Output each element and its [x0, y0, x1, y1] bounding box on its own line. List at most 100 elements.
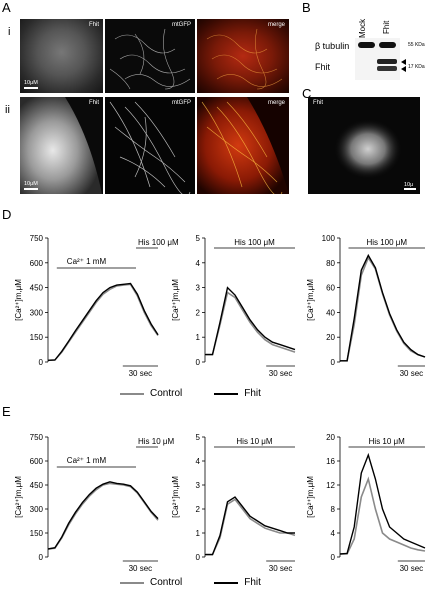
d3-series-fhit: [340, 253, 426, 362]
e3-ytick-label-0: 0: [331, 553, 336, 562]
d1-ca-label: Ca²⁺ 1 mM: [67, 257, 107, 266]
d3-y-label: [Ca²⁺]m,μM: [306, 279, 315, 321]
e3-ytick-label-4: 16: [326, 457, 335, 466]
d1-his-label: His 100 μM: [138, 238, 179, 247]
d2-series-fhit: [205, 286, 296, 356]
e1-series-fhit: [47, 481, 159, 550]
micrograph-fhit-ii: Fhit 10μM: [20, 97, 103, 194]
e1-ytick-label-2: 300: [30, 505, 44, 514]
e3-ytick-label-5: 20: [326, 433, 335, 442]
arrowhead-lower: [401, 66, 406, 72]
d1-series-fhit: [47, 282, 159, 361]
d3-his-label: His 100 μM: [366, 238, 407, 247]
d1-y-label: [Ca²⁺]m,μM: [14, 279, 23, 321]
band-fhit-upper: [377, 59, 397, 64]
panel-label-b: B: [302, 0, 311, 15]
micrograph-panel-c: Fhit 10μ: [308, 97, 420, 194]
panel-label-a: A: [2, 0, 11, 15]
e3-ytick-label-2: 8: [331, 505, 336, 514]
legend-swatch-fhit: [214, 392, 239, 395]
d3-ytick-label-5: 100: [322, 234, 336, 243]
legend-swatch-control-e: [120, 581, 144, 584]
d2-ytick-label-3: 3: [196, 284, 201, 293]
d1-ytick-label-1: 150: [30, 333, 44, 342]
e3-series-control: [340, 476, 426, 555]
d3-ytick-label-1: 20: [326, 333, 335, 342]
e1-ytick-label-3: 450: [30, 481, 44, 490]
d1-time-label: 30 sec: [129, 369, 153, 378]
d1-ytick-label-3: 450: [30, 284, 44, 293]
micrograph-label-merge: merge: [267, 22, 285, 28]
panel-label-c: C: [302, 86, 312, 101]
e2-y-label: [Ca²⁺]m,μM: [171, 476, 180, 518]
e2-ytick-label-5: 5: [196, 433, 201, 442]
e1-series-control: [47, 482, 159, 550]
band-tubulin-fhit: [379, 42, 396, 48]
micrograph-label-mtgfp-ii: mtGFP: [172, 100, 191, 106]
d3-ytick-label-3: 60: [326, 284, 335, 293]
e2-time-label: 30 sec: [269, 564, 293, 573]
micrograph-label-fhit-ii: Fhit: [88, 100, 99, 106]
western-row-tubulin: β tubulin: [315, 41, 350, 51]
e2-ytick-label-2: 2: [196, 505, 201, 514]
e2-ytick-label-3: 3: [196, 481, 201, 490]
d2-y-label: [Ca²⁺]m,μM: [171, 279, 180, 321]
arrowhead-upper: [401, 59, 406, 65]
e3-his-label: His 10 μM: [369, 437, 406, 446]
legend-label-fhit: Fhit: [244, 388, 261, 399]
panel-c-scale: 10μ: [404, 182, 416, 190]
e1-y-label: [Ca²⁺]m,μM: [14, 476, 23, 518]
e2-ytick-label-4: 4: [196, 457, 201, 466]
d3-ytick-label-2: 40: [326, 308, 335, 317]
legend-swatch-fhit-e: [214, 581, 239, 584]
scale-bar: 10μM: [24, 80, 38, 89]
d1-ytick-label-2: 300: [30, 308, 44, 317]
kda-55: 55 KDa: [408, 42, 425, 48]
d3-ytick-label-4: 80: [326, 259, 335, 268]
d3-ytick-label-0: 0: [331, 358, 336, 367]
legend-e: Control Fhit: [120, 577, 261, 588]
d3-time-label: 30 sec: [400, 369, 424, 378]
d1-series-control: [47, 283, 159, 362]
micrograph-mtgfp-i: mtGFP: [105, 19, 195, 93]
legend-label-control: Control: [150, 388, 183, 399]
panel-label-ai: i: [8, 26, 11, 38]
d2-ytick-label-5: 5: [196, 234, 201, 243]
western-blot: [355, 38, 400, 80]
e3-time-label: 30 sec: [400, 564, 424, 573]
kda-17: 17 KDa: [408, 64, 425, 70]
cell-fhit-c: [334, 119, 402, 179]
e2-ytick-label-1: 1: [196, 529, 201, 538]
legend-label-fhit-e: Fhit: [244, 577, 261, 588]
cell-shape: [20, 97, 102, 194]
e1-ytick-label-4: 600: [30, 457, 44, 466]
panel-label-aii: ii: [5, 104, 10, 116]
band-fhit-lower: [377, 66, 397, 71]
e1-his-label: His 10 μM: [138, 437, 175, 446]
e3-ytick-label-3: 12: [326, 481, 335, 490]
merge-pattern-ii: [197, 97, 289, 194]
micrograph-merge-ii: merge: [197, 97, 289, 194]
d2-ytick-label-1: 1: [196, 333, 201, 342]
scale-bar-ii: 10μM: [24, 181, 38, 190]
d2-ytick-label-2: 2: [196, 308, 201, 317]
e2-series-fhit: [205, 496, 295, 556]
micrograph-label-merge-ii: merge: [267, 100, 285, 106]
e3-ytick-label-1: 4: [331, 529, 336, 538]
d2-ytick-label-4: 4: [196, 259, 201, 268]
e2-his-label: His 10 μM: [236, 437, 273, 446]
legend-d: Control Fhit: [120, 388, 261, 399]
e1-ca-label: Ca²⁺ 1 mM: [67, 456, 107, 465]
d2-ytick-label-0: 0: [196, 358, 201, 367]
e1-ytick-label-5: 750: [30, 433, 44, 442]
micrograph-label-fhit: Fhit: [88, 22, 99, 28]
e1-ytick-label-1: 150: [30, 529, 44, 538]
mitochondria-pattern-ii: [109, 101, 191, 194]
d2-his-label: His 100 μM: [234, 238, 275, 247]
e1-ytick-label-0: 0: [39, 553, 44, 562]
d1-ytick-label-5: 750: [30, 234, 44, 243]
panel-label-d: D: [2, 207, 12, 222]
d1-ytick-label-4: 600: [30, 259, 44, 268]
mitochondria-pattern: [109, 28, 191, 90]
